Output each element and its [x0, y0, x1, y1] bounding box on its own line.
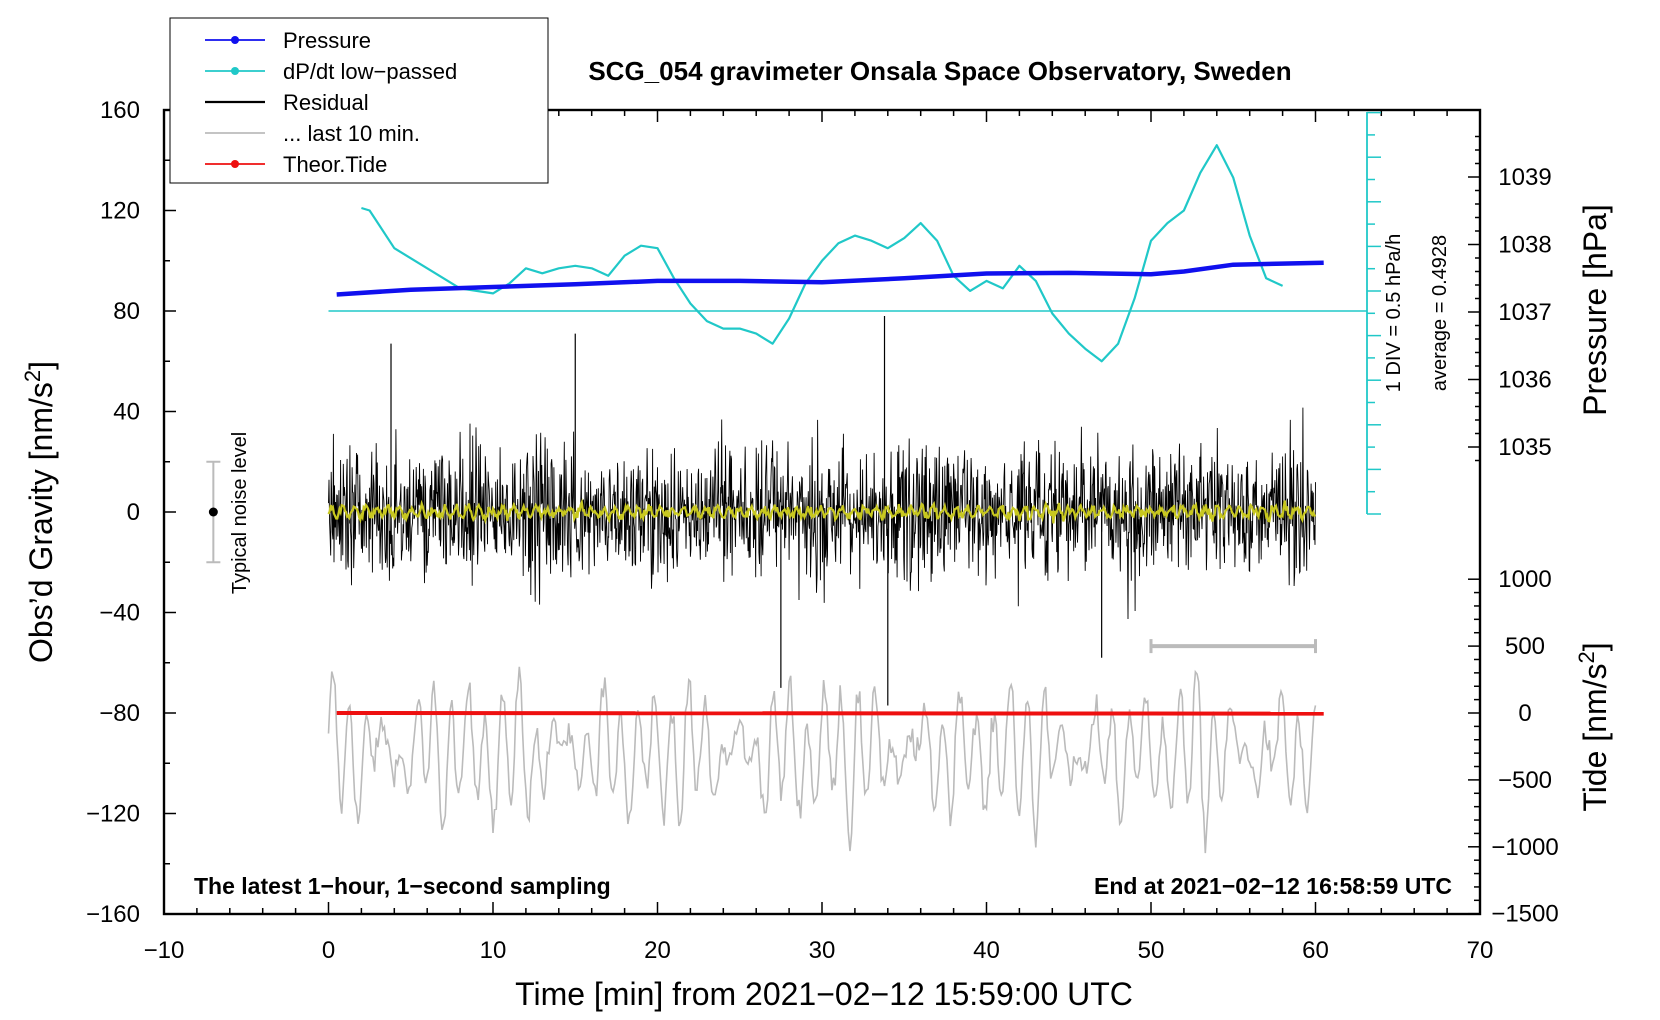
- y-tick-label-gravity: −80: [99, 700, 140, 727]
- y-tick-label-tide: 500: [1505, 633, 1545, 660]
- y-axis-label-gravity-sup: 2: [20, 370, 45, 382]
- x-tick-label: 10: [480, 937, 507, 964]
- x-tick-label: 30: [809, 937, 836, 964]
- x-tick-label: 0: [322, 937, 335, 964]
- x-tick-label: 60: [1302, 937, 1329, 964]
- legend-marker: [231, 160, 239, 168]
- y-tick-label-pressure: 1037: [1498, 299, 1551, 326]
- y-tick-label-gravity: 0: [127, 499, 140, 526]
- dpdt-scale-axis: [328, 111, 1381, 515]
- legend-label: dP/dt low−passed: [283, 59, 457, 84]
- series-dpdt-line: [361, 144, 1284, 363]
- x-tick-label: 70: [1467, 937, 1494, 964]
- y-tick-label-tide: 1000: [1498, 566, 1551, 593]
- y-axis-label-tide-text: Tide [nm/s: [1577, 663, 1613, 811]
- series-pressure: [336, 260, 1324, 297]
- y-axis-label-gravity: Obs’d Gravity [nm/s2]: [20, 361, 59, 663]
- y-tick-label-pressure: 1035: [1498, 434, 1551, 461]
- y-tick-label-gravity: 160: [100, 97, 140, 124]
- last-10-min-bar: [1149, 639, 1317, 654]
- dpdt-average-label: average = 0.4928: [1429, 235, 1451, 391]
- legend-label: ... last 10 min.: [283, 121, 420, 146]
- x-tick-label: −10: [144, 937, 185, 964]
- y-tick-label-gravity: −160: [86, 901, 140, 928]
- legend-label: Theor.Tide: [283, 152, 387, 177]
- series-smoothed-line: [327, 498, 1317, 525]
- y-tick-label-gravity: 120: [100, 198, 140, 225]
- footer-left: The latest 1−hour, 1−second sampling: [194, 873, 611, 899]
- series-tide-line: [336, 711, 1324, 716]
- x-axis-label: Time [min] from 2021−02−12 15:59:00 UTC: [515, 976, 1133, 1012]
- legend-box: [169, 17, 549, 184]
- y-tick-label-gravity: 40: [113, 399, 140, 426]
- y-tick-label-gravity: 80: [113, 298, 140, 325]
- y-axis-label-gravity-text: Obs’d Gravity [nm/s: [23, 382, 59, 663]
- y-tick-label-tide: −1500: [1491, 901, 1558, 928]
- y-tick-label-gravity: −40: [99, 600, 140, 627]
- y-axis-label-tide-sup: 2: [1574, 651, 1599, 663]
- series-dpdt-low-passed: [361, 144, 1284, 363]
- legend-label: Residual: [283, 90, 369, 115]
- x-axis-ticks: −10 0 10 20 30 40 50 60 70: [144, 110, 1494, 964]
- noise-bar-center-dot: [208, 507, 218, 517]
- y-tick-label-gravity: −120: [86, 801, 140, 828]
- series-smoothed-residual: [327, 498, 1317, 525]
- legend: Pressure dP/dt low−passed Residual ... last…: [169, 17, 549, 184]
- y-tick-label-pressure: 1038: [1498, 232, 1551, 259]
- y-tick-label-tide: −1000: [1491, 834, 1558, 861]
- dpdt-scale-label: 1 DIV = 0.5 hPa/h: [1383, 234, 1405, 392]
- y-axis-label-pressure: Pressure [hPa]: [1577, 204, 1613, 416]
- noise-level-bar: [206, 460, 221, 564]
- y-tick-label-pressure: 1039: [1498, 164, 1551, 191]
- x-tick-label: 40: [973, 937, 1000, 964]
- series-residual-line: [328, 407, 1316, 620]
- y-axis-ticks-gravity: 160 120 80 40 0 −40 −80 −120 −160: [86, 97, 176, 928]
- legend-marker: [231, 67, 239, 75]
- y-axis-ticks-pressure: 1039 1038 1037 1036 1035: [1468, 135, 1552, 462]
- series-pressure-line: [336, 260, 1324, 297]
- y-axis-label-tide-close: ]: [1577, 642, 1613, 651]
- legend-marker: [231, 36, 239, 44]
- series-theor-tide: [336, 711, 1324, 716]
- y-axis-label-gravity-close: ]: [23, 361, 59, 370]
- y-tick-label-tide: −500: [1498, 767, 1552, 794]
- series-residual: [328, 316, 1316, 706]
- y-axis-ticks-tide: 1000 500 0 −500 −1000 −1500: [1468, 566, 1559, 928]
- x-tick-label: 50: [1138, 937, 1165, 964]
- y-axis-label-tide: Tide [nm/s2]: [1574, 642, 1613, 811]
- legend-label: Pressure: [283, 28, 371, 53]
- chart-title: SCG_054 gravimeter Onsala Space Observat…: [588, 56, 1291, 86]
- noise-level-label: Typical noise level: [229, 432, 251, 594]
- x-tick-label: 20: [644, 937, 671, 964]
- y-tick-label-tide: 0: [1518, 700, 1531, 727]
- y-tick-label-pressure: 1036: [1498, 367, 1551, 394]
- footer-right: End at 2021−02−12 16:58:59 UTC: [1094, 873, 1452, 899]
